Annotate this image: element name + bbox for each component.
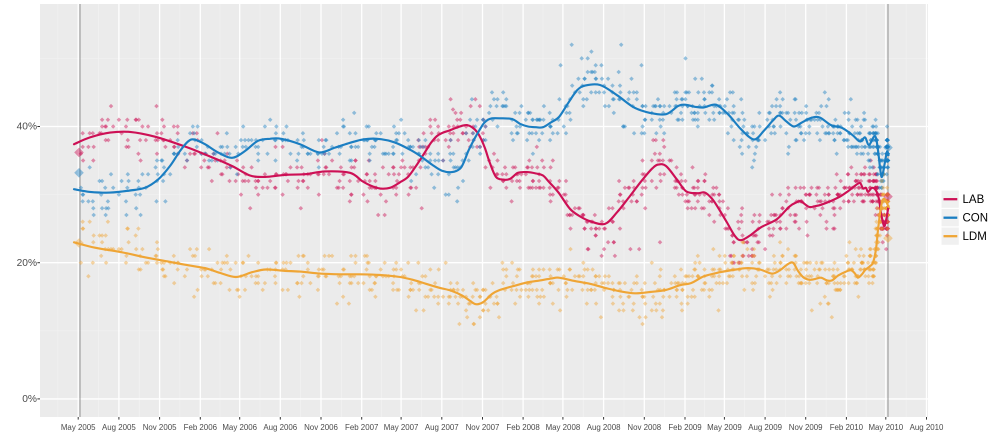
svg-text:Aug 2008: Aug 2008 bbox=[587, 423, 621, 432]
svg-text:May 2010: May 2010 bbox=[868, 423, 903, 432]
svg-text:LDM: LDM bbox=[963, 231, 987, 243]
svg-text:May 2007: May 2007 bbox=[384, 423, 419, 432]
svg-text:Feb 2010: Feb 2010 bbox=[830, 423, 864, 432]
svg-text:Nov 2009: Nov 2009 bbox=[789, 423, 823, 432]
svg-text:Feb 2006: Feb 2006 bbox=[184, 423, 218, 432]
svg-text:May 2006: May 2006 bbox=[222, 423, 257, 432]
svg-text:0%: 0% bbox=[22, 394, 37, 405]
svg-text:Nov 2005: Nov 2005 bbox=[143, 423, 177, 432]
svg-text:May 2008: May 2008 bbox=[546, 423, 581, 432]
svg-text:LAB: LAB bbox=[963, 194, 985, 206]
svg-text:Aug 2005: Aug 2005 bbox=[102, 423, 136, 432]
svg-text:Aug 2010: Aug 2010 bbox=[910, 423, 944, 432]
svg-text:Nov 2008: Nov 2008 bbox=[627, 423, 661, 432]
svg-text:Feb 2007: Feb 2007 bbox=[345, 423, 378, 432]
svg-text:Nov 2006: Nov 2006 bbox=[304, 423, 338, 432]
svg-text:Aug 2006: Aug 2006 bbox=[263, 423, 297, 432]
svg-text:Nov 2007: Nov 2007 bbox=[466, 423, 500, 432]
svg-text:Feb 2009: Feb 2009 bbox=[668, 423, 702, 432]
svg-text:20%: 20% bbox=[17, 258, 37, 269]
svg-text:Feb 2008: Feb 2008 bbox=[506, 423, 540, 432]
svg-text:Aug 2007: Aug 2007 bbox=[425, 423, 459, 432]
svg-text:Aug 2009: Aug 2009 bbox=[748, 423, 782, 432]
svg-text:CON: CON bbox=[963, 213, 989, 225]
svg-text:May 2005: May 2005 bbox=[61, 423, 96, 432]
svg-text:40%: 40% bbox=[17, 122, 37, 133]
svg-text:May 2009: May 2009 bbox=[707, 423, 742, 432]
